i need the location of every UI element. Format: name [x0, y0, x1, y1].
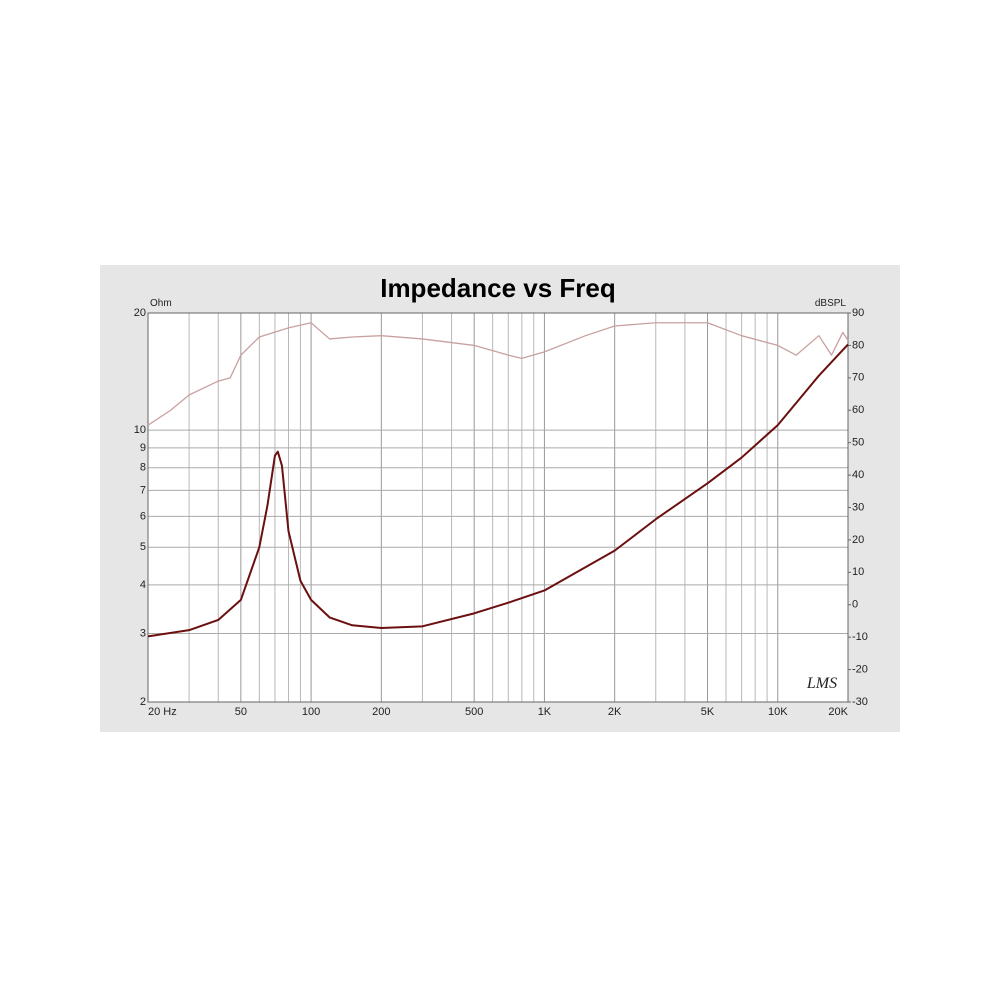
y-axis-label: Ohm [150, 298, 172, 309]
y-tick-label: 3 [140, 627, 146, 639]
x-tick-label: 20 Hz [148, 706, 177, 718]
y-tick-label: 4 [140, 579, 146, 591]
y2-tick-label: 10 [852, 566, 864, 578]
x-tick-label: 500 [465, 706, 483, 718]
y2-tick-label: 20 [852, 534, 864, 546]
y2-tick-label: 80 [852, 339, 864, 351]
y-tick-label: 2 [140, 696, 146, 708]
y2-tick-label: 70 [852, 372, 864, 384]
x-tick-label: 2K [608, 706, 622, 718]
y-tick-label: 10 [134, 424, 146, 436]
x-tick-label: 20K [828, 706, 848, 718]
x-tick-label: 100 [302, 706, 320, 718]
y-tick-label: 5 [140, 541, 146, 553]
y2-tick-label: -30 [852, 696, 868, 708]
x-tick-label: 1K [538, 706, 552, 718]
chart-title: Impedance vs Freq [380, 273, 616, 303]
y-tick-label: 9 [140, 442, 146, 454]
y2-tick-label: 30 [852, 501, 864, 513]
y2-axis-label: dBSPL [815, 298, 847, 309]
x-tick-label: 10K [768, 706, 788, 718]
y-tick-label: 6 [140, 510, 146, 522]
series-line [147, 343, 849, 638]
plot-frame [147, 312, 849, 703]
annotation: LMS [806, 675, 837, 692]
y-tick-label: 7 [140, 484, 146, 496]
x-tick-label: 200 [372, 706, 390, 718]
x-tick-label: 5K [701, 706, 715, 718]
y-tick-label: 20 [134, 307, 146, 319]
x-tick-label: 50 [235, 706, 247, 718]
y2-tick-label: 0 [852, 599, 858, 611]
plot-area [148, 313, 848, 702]
series-line [147, 322, 849, 426]
y2-tick-label: 50 [852, 437, 864, 449]
y2-tick-label: 40 [852, 469, 864, 481]
y-tick-label: 8 [140, 462, 146, 474]
y2-tick-label: -20 [852, 663, 868, 675]
y2-tick-label: -10 [852, 631, 868, 643]
y2-tick-label: 60 [852, 404, 864, 416]
y2-tick-label: 90 [852, 307, 864, 319]
